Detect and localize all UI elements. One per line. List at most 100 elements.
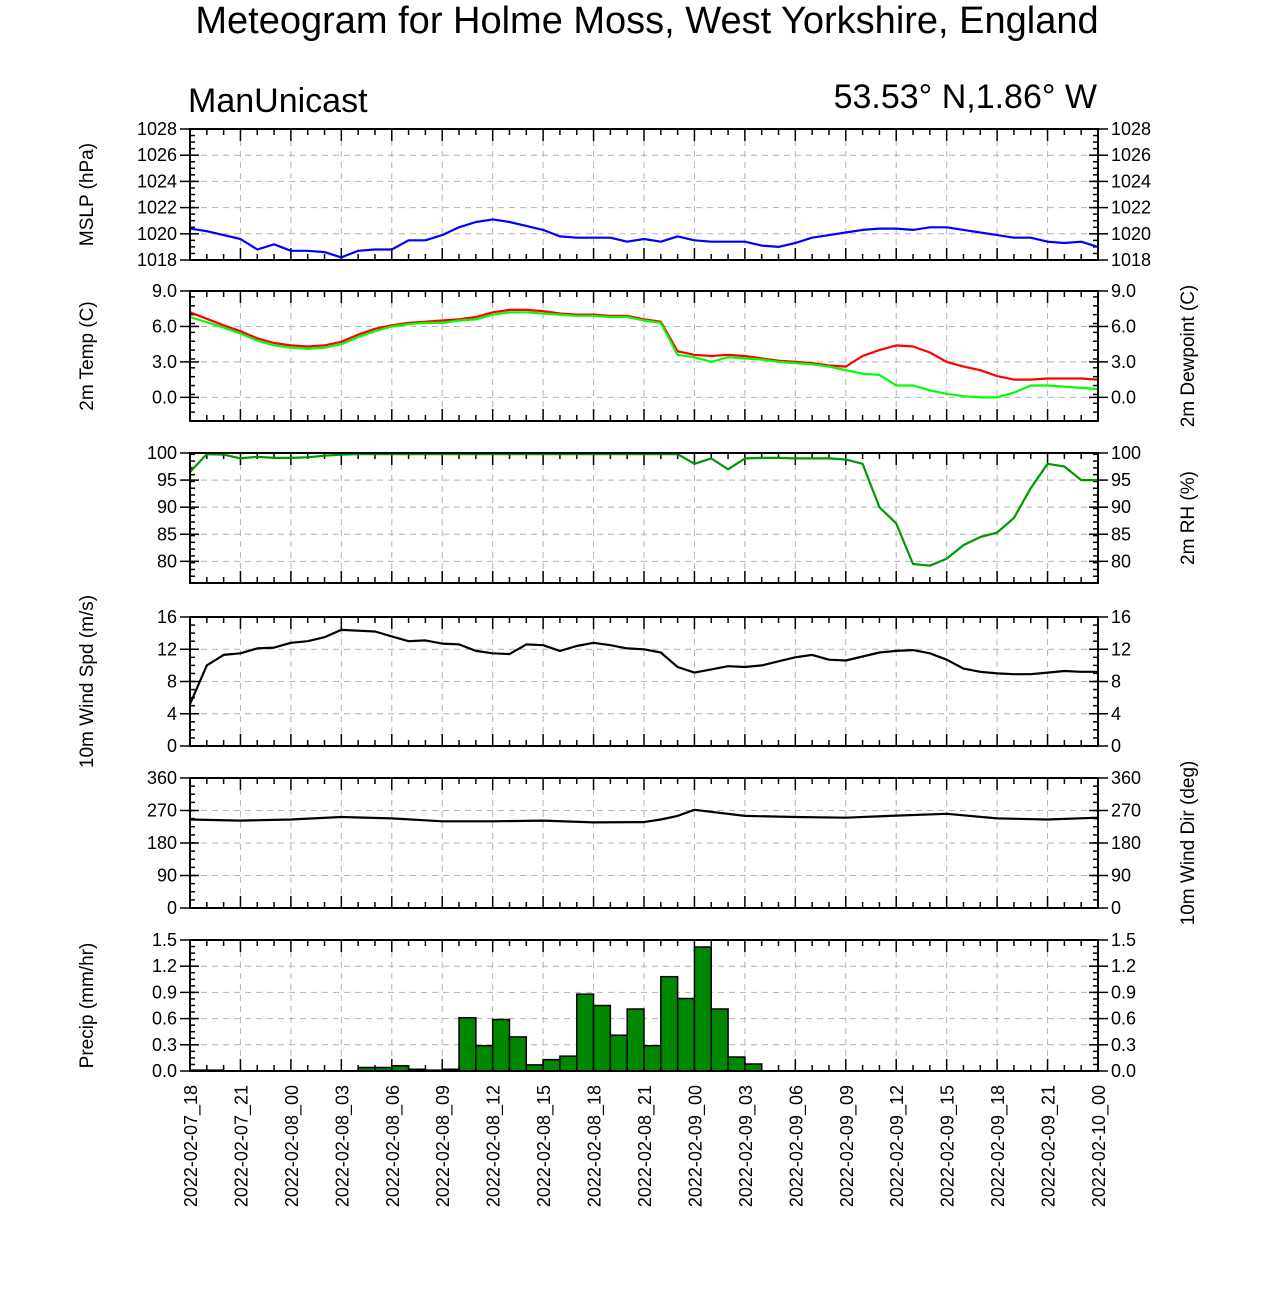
y-tick-label-left: 90 — [157, 497, 177, 517]
x-tick-label: 2022-02-08_21 — [635, 1085, 656, 1207]
x-tick-label: 2022-02-08_18 — [585, 1085, 606, 1207]
x-tick-label: 2022-02-09_06 — [786, 1085, 807, 1207]
precip-bar — [643, 1044, 662, 1072]
y-tick-label-left: 90 — [157, 866, 177, 886]
precip-bar — [575, 993, 595, 1072]
y-tick-label-left: 16 — [157, 607, 177, 627]
temp-dewpoint-ylabel-right: 2m Dewpoint (C) — [1178, 285, 1199, 428]
precip-bar — [458, 1016, 477, 1072]
chart-title: Meteogram for Holme Moss, West Yorkshire… — [195, 0, 1098, 42]
y-tick-label-right: 1028 — [1111, 119, 1151, 139]
location-coordinates: 53.53° N,1.86° W — [834, 78, 1097, 116]
x-tick-label: 2022-02-09_09 — [837, 1085, 858, 1207]
y-tick-label-left: 9.0 — [152, 281, 177, 301]
y-tick-label-right: 85 — [1111, 524, 1131, 544]
y-tick-label-left: 0 — [167, 898, 177, 918]
y-tick-label-left: 1.5 — [152, 930, 177, 950]
precip-bar — [744, 1063, 763, 1072]
y-tick-label-left: 3.0 — [152, 352, 177, 372]
y-tick-label-right: 270 — [1111, 801, 1141, 821]
y-tick-label-right: 4 — [1111, 704, 1121, 724]
y-tick-label-left: 0.9 — [152, 982, 177, 1002]
precipitation-ylabel-left: Precip (mm/hr) — [77, 943, 98, 1069]
x-tick-label: 2022-02-09_15 — [938, 1085, 959, 1207]
y-tick-label-left: 270 — [147, 801, 177, 821]
y-tick-label-right: 1022 — [1111, 198, 1151, 218]
y-tick-label-left: 8 — [167, 672, 177, 692]
x-tick-label: 2022-02-08_06 — [383, 1085, 404, 1207]
y-tick-label-left: 0.6 — [152, 1009, 177, 1029]
precip-bar — [693, 946, 713, 1072]
y-tick-label-right: 6.0 — [1111, 316, 1136, 336]
y-tick-label-right: 90 — [1111, 497, 1131, 517]
x-tick-label: 2022-02-08_12 — [484, 1085, 505, 1207]
y-tick-label-left: 0 — [167, 736, 177, 756]
precip-bar — [542, 1058, 561, 1072]
y-tick-label-right: 12 — [1111, 639, 1131, 659]
precip-bar — [508, 1036, 528, 1072]
mslp-frame — [189, 128, 1099, 261]
wind-direction-line-0 — [189, 808, 1099, 824]
wind-speed-ylabel-left: 10m Wind Spd (m/s) — [77, 595, 98, 768]
y-tick-label-right: 16 — [1111, 607, 1131, 627]
y-tick-label-right: 0 — [1111, 736, 1121, 756]
y-tick-label-right: 180 — [1111, 833, 1141, 853]
precip-bar — [660, 975, 679, 1072]
x-tick-label: 2022-02-09_21 — [1039, 1085, 1060, 1207]
y-tick-label-left: 1.2 — [152, 956, 177, 976]
y-tick-label-right: 9.0 — [1111, 281, 1136, 301]
y-tick-label-left: 95 — [157, 470, 177, 490]
y-tick-label-right: 0.6 — [1111, 1009, 1136, 1029]
y-tick-label-left: 6.0 — [152, 316, 177, 336]
rh-ylabel-right: 2m RH (%) — [1178, 471, 1199, 565]
y-tick-label-left: 1022 — [137, 198, 177, 218]
precip-bar — [676, 997, 696, 1072]
y-tick-label-right: 1026 — [1111, 145, 1151, 165]
y-tick-label-right: 360 — [1111, 768, 1141, 788]
x-tick-label: 2022-02-09_18 — [988, 1085, 1009, 1207]
y-tick-label-right: 90 — [1111, 866, 1131, 886]
y-tick-label-right: 100 — [1111, 443, 1141, 463]
y-tick-label-right: 0.0 — [1111, 387, 1136, 407]
x-tick-label: 2022-02-08_00 — [282, 1085, 303, 1207]
y-tick-label-right: 0.9 — [1111, 982, 1136, 1002]
y-tick-label-right: 80 — [1111, 551, 1131, 571]
y-tick-label-left: 12 — [157, 639, 177, 659]
y-tick-label-right: 1018 — [1111, 250, 1151, 270]
y-tick-label-left: 360 — [147, 768, 177, 788]
wind-direction-ylabel-right: 10m Wind Dir (deg) — [1178, 761, 1199, 926]
y-tick-label-left: 100 — [147, 443, 177, 463]
temp-dewpoint-line-1 — [189, 311, 1099, 399]
y-tick-label-right: 0 — [1111, 898, 1121, 918]
y-tick-label-left: 1028 — [137, 119, 177, 139]
model-label: ManUnicast — [188, 82, 368, 120]
y-tick-label-right: 1.2 — [1111, 956, 1136, 976]
x-tick-label: 2022-02-07_21 — [231, 1085, 252, 1207]
temp-dewpoint-frame — [189, 290, 1099, 422]
precip-bar — [592, 1004, 612, 1072]
precip-bar — [559, 1055, 578, 1072]
wind-speed-frame — [189, 616, 1099, 747]
precipitation-frame — [189, 939, 1099, 1072]
mslp-ylabel-left: MSLP (hPa) — [77, 143, 98, 246]
precip-bar — [491, 1018, 511, 1072]
precip-bar — [710, 1008, 729, 1072]
precip-bar — [727, 1056, 746, 1072]
x-tick-label: 2022-02-07_18 — [181, 1085, 202, 1207]
x-tick-label: 2022-02-10_00 — [1089, 1085, 1110, 1207]
y-tick-label-right: 1024 — [1111, 171, 1151, 191]
x-tick-label: 2022-02-08_09 — [433, 1085, 454, 1207]
precip-bar — [475, 1044, 494, 1072]
y-tick-label-right: 1020 — [1111, 224, 1151, 244]
y-tick-label-right: 1.5 — [1111, 930, 1136, 950]
y-tick-label-right: 0.0 — [1111, 1061, 1136, 1081]
x-tick-label: 2022-02-08_15 — [534, 1085, 555, 1207]
y-tick-label-left: 1026 — [137, 145, 177, 165]
rh-line-0 — [189, 453, 1098, 567]
x-tick-label: 2022-02-09_12 — [887, 1085, 908, 1207]
rh-frame — [189, 452, 1099, 584]
x-tick-label: 2022-02-09_03 — [736, 1085, 757, 1207]
y-tick-label-right: 95 — [1111, 470, 1131, 490]
precip-bar — [626, 1008, 645, 1072]
